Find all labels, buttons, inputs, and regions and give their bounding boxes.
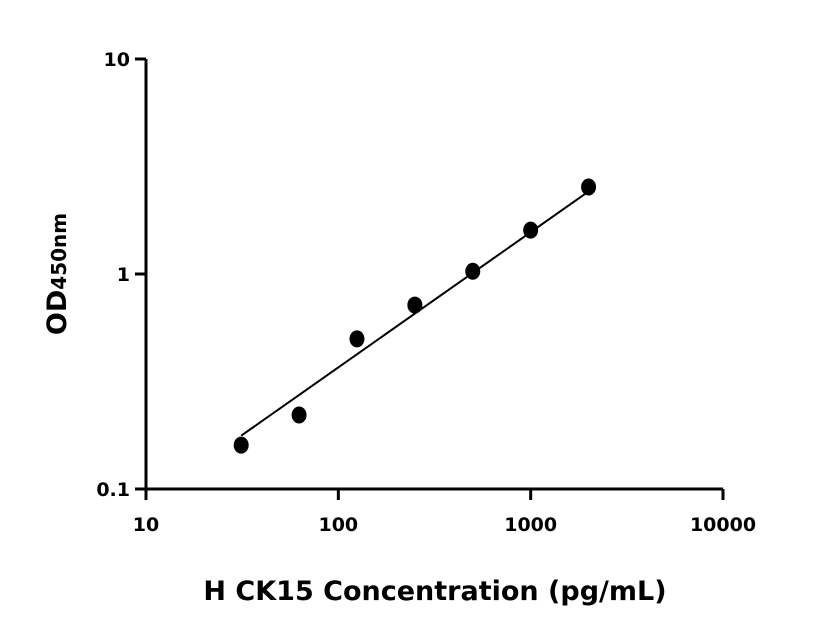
y-tick-label: 10 — [104, 49, 130, 71]
data-marks — [233, 178, 597, 454]
x-tick-label: 100 — [318, 514, 358, 536]
y-axis-label-sub: 450nm — [47, 213, 71, 290]
data-point — [581, 178, 597, 196]
x-tick-label: 1000 — [504, 514, 557, 536]
x-tick-label: 10000 — [690, 514, 756, 536]
y-tick-label: 0.1 — [96, 479, 130, 501]
y-axis-label: OD450nm — [42, 213, 73, 335]
data-point — [233, 436, 249, 454]
data-point — [291, 406, 307, 424]
data-point — [407, 296, 423, 314]
y-tick-label: 1 — [117, 264, 130, 286]
x-tick-label: 10 — [133, 514, 159, 536]
data-point — [465, 262, 481, 280]
data-point — [523, 221, 539, 239]
y-axis-label-main: OD — [42, 290, 73, 335]
data-point — [349, 330, 365, 348]
x-axis-label: H CK15 Concentration (pg/mL) — [203, 576, 666, 607]
tick-labels: 10 100 1000 10000 0.1 1 10 — [96, 49, 756, 536]
axes — [135, 57, 725, 500]
